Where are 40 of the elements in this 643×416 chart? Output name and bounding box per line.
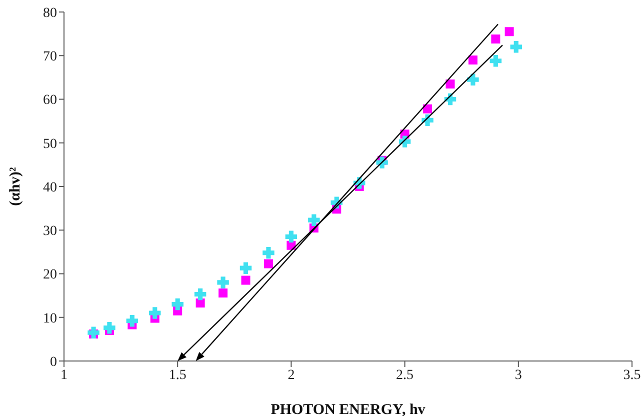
point	[504, 27, 514, 36]
point	[262, 246, 274, 259]
x-tick-label: 1.5	[168, 368, 186, 383]
point	[126, 315, 138, 327]
y-tick-label: 80	[43, 6, 57, 21]
point	[491, 34, 500, 44]
y-tick-label: 20	[43, 268, 57, 283]
point	[467, 74, 479, 86]
y-axis-title: (αhv)²	[7, 166, 24, 206]
point	[423, 104, 432, 114]
y-tick-label: 10	[43, 311, 57, 326]
point	[308, 214, 320, 226]
x-tick-label: 2	[288, 368, 295, 383]
point	[446, 79, 455, 88]
y-tick-label: 70	[43, 50, 57, 65]
point	[468, 55, 478, 64]
y-tick-label: 60	[43, 93, 57, 108]
point	[172, 298, 184, 310]
point	[149, 307, 161, 319]
point	[194, 288, 206, 300]
y-tick-label: 30	[43, 224, 57, 240]
x-tick-label: 1	[60, 368, 68, 383]
x-tick-label: 2.5	[396, 368, 414, 383]
point	[104, 322, 116, 334]
y-tick-label: 50	[43, 136, 57, 152]
y-tick-label: 0	[50, 354, 57, 370]
point	[240, 262, 252, 274]
point	[241, 276, 250, 285]
x-tick-label: 3	[514, 368, 522, 383]
point	[88, 326, 100, 339]
x-tick-label: 3.5	[623, 368, 641, 383]
point	[196, 298, 205, 308]
point	[264, 259, 273, 268]
y-tick-label: 40	[43, 180, 57, 196]
point	[217, 276, 229, 288]
point	[510, 41, 522, 53]
x-axis-title: PHOTON ENERGY, hv	[270, 402, 426, 416]
point	[285, 230, 298, 243]
point	[218, 288, 228, 298]
point	[490, 54, 502, 67]
